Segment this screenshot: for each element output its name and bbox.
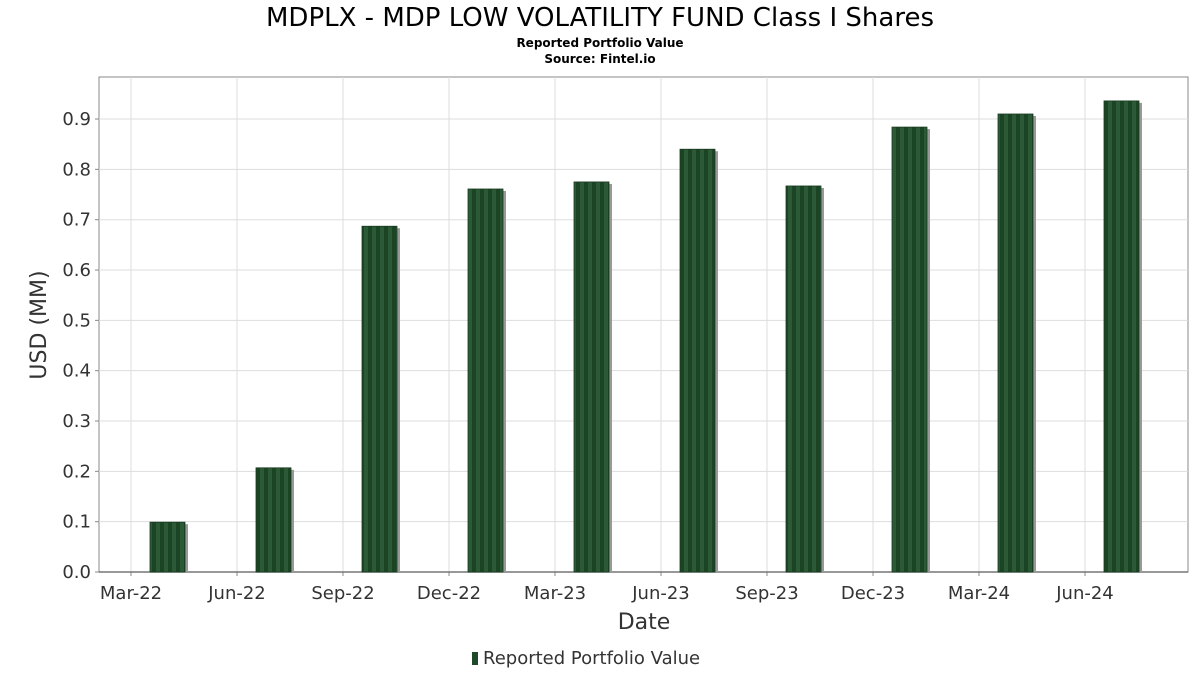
bar xyxy=(149,521,186,573)
bar xyxy=(467,188,504,573)
y-tick-label: 0.3 xyxy=(62,411,91,432)
y-tick-label: 0.8 xyxy=(62,159,91,180)
x-axis-label: Date xyxy=(618,610,671,635)
y-tick-label: 0.5 xyxy=(62,310,91,331)
x-tick-label: Dec-22 xyxy=(417,583,481,604)
x-tick-label: Mar-22 xyxy=(100,583,162,604)
bar xyxy=(573,181,610,573)
y-tick-label: 0.0 xyxy=(62,562,91,583)
chart-subtitle: Reported Portfolio Value xyxy=(516,36,684,50)
bar xyxy=(891,126,928,573)
bar xyxy=(1103,100,1140,573)
x-tick-label: Sep-22 xyxy=(311,583,374,604)
x-tick-label: Jun-23 xyxy=(631,583,690,604)
bar xyxy=(361,225,398,573)
y-tick-label: 0.6 xyxy=(62,260,91,281)
x-tick-label: Mar-23 xyxy=(524,583,586,604)
legend-swatch xyxy=(472,652,478,665)
x-tick-label: Sep-23 xyxy=(735,583,798,604)
legend-label: Reported Portfolio Value xyxy=(483,648,701,669)
y-tick-label: 0.9 xyxy=(62,109,91,130)
legend: Reported Portfolio Value xyxy=(472,648,700,669)
x-tick-label: Jun-24 xyxy=(1055,583,1114,604)
y-tick-label: 0.4 xyxy=(62,361,91,382)
x-tick-label: Mar-24 xyxy=(948,583,1010,604)
y-tick-label: 0.1 xyxy=(62,512,91,533)
bar xyxy=(255,467,292,573)
x-tick-label: Dec-23 xyxy=(841,583,905,604)
bar xyxy=(679,148,716,573)
chart-source: Source: Fintel.io xyxy=(544,52,656,66)
bar xyxy=(997,113,1034,573)
y-tick-label: 0.7 xyxy=(62,210,91,231)
x-tick-label: Jun-22 xyxy=(207,583,266,604)
y-tick-label: 0.2 xyxy=(62,461,91,482)
y-axis-label: USD (MM) xyxy=(27,270,52,379)
chart-title: MDPLX - MDP LOW VOLATILITY FUND Class I … xyxy=(265,3,934,33)
bar xyxy=(785,185,822,573)
